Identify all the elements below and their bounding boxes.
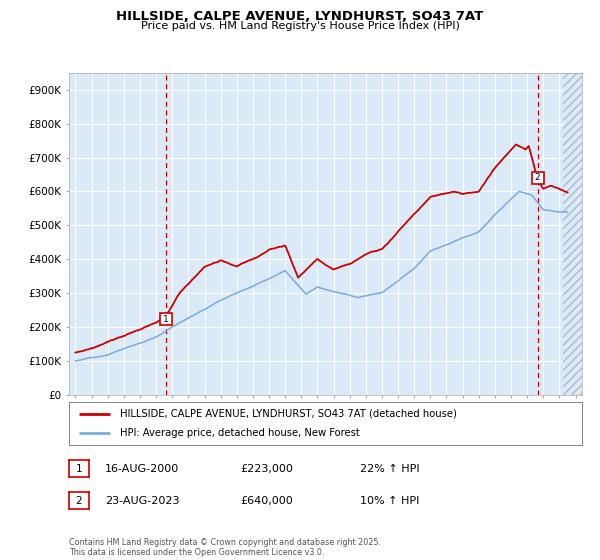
Text: £640,000: £640,000 [240,496,293,506]
Text: HPI: Average price, detached house, New Forest: HPI: Average price, detached house, New … [121,428,360,438]
Text: 16-AUG-2000: 16-AUG-2000 [105,464,179,474]
Text: 1: 1 [163,315,169,324]
Bar [563,73,582,395]
Text: Price paid vs. HM Land Registry's House Price Index (HPI): Price paid vs. HM Land Registry's House … [140,21,460,31]
Text: 23-AUG-2023: 23-AUG-2023 [105,496,179,506]
Text: £223,000: £223,000 [240,464,293,474]
Text: HILLSIDE, CALPE AVENUE, LYNDHURST, SO43 7AT: HILLSIDE, CALPE AVENUE, LYNDHURST, SO43 … [116,10,484,22]
Text: HILLSIDE, CALPE AVENUE, LYNDHURST, SO43 7AT (detached house): HILLSIDE, CALPE AVENUE, LYNDHURST, SO43 … [121,409,457,419]
Text: 10% ↑ HPI: 10% ↑ HPI [360,496,419,506]
Text: Contains HM Land Registry data © Crown copyright and database right 2025.
This d: Contains HM Land Registry data © Crown c… [69,538,381,557]
Text: 2: 2 [76,496,82,506]
Text: 2: 2 [535,174,541,183]
Text: 22% ↑ HPI: 22% ↑ HPI [360,464,419,474]
Text: 1: 1 [76,464,82,474]
